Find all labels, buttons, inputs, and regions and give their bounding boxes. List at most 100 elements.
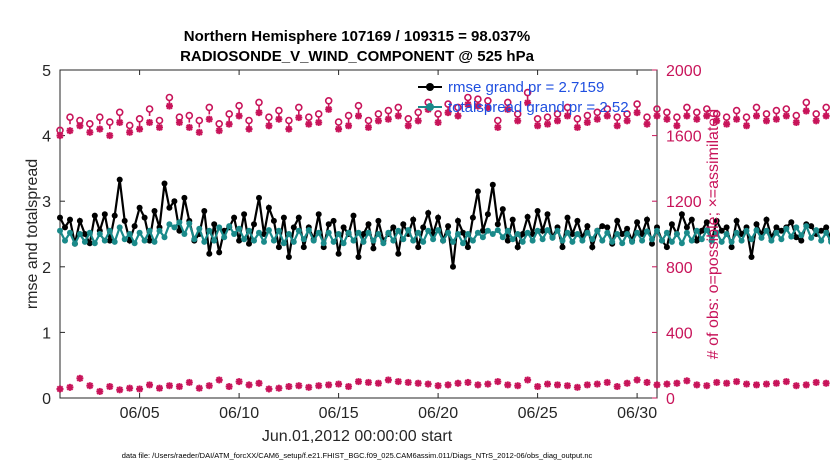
totalspread-point (773, 229, 780, 236)
totalspread-point (156, 227, 163, 234)
obs-assimilated-point (96, 125, 104, 133)
obs-assimilated-point (355, 112, 362, 120)
rmse-point (698, 227, 705, 234)
rmse-point (455, 217, 461, 224)
rmse-point (604, 224, 611, 231)
totalspread-point (688, 237, 695, 244)
obs-assimilated-point (215, 127, 223, 135)
x-tick-label: 06/25 (518, 405, 558, 422)
totalspread-point (171, 224, 178, 231)
obs-assimilated-point (733, 378, 741, 386)
rmse-point (599, 223, 606, 230)
totalspread-point (654, 227, 660, 234)
totalspread-point (460, 240, 466, 247)
totalspread-point (659, 237, 665, 244)
rmse-point (166, 204, 173, 211)
rmse-point (295, 214, 302, 221)
obs-assimilated-point (305, 383, 313, 391)
totalspread-point (474, 229, 481, 236)
obs-possible-point (523, 88, 532, 100)
totalspread-point (450, 238, 456, 245)
chart-title-line1: Northern Hemisphere 107169 / 109315 = 98… (184, 28, 530, 45)
totalspread-point (96, 231, 103, 237)
obs-assimilated-point (743, 122, 751, 130)
totalspread-point (813, 227, 820, 234)
obs-assimilated-point (534, 383, 542, 391)
obs-assimilated-point (812, 117, 820, 125)
obs-assimilated-point (514, 382, 522, 390)
obs-assimilated-point (126, 384, 134, 392)
totalspread-point (261, 238, 267, 245)
obs-assimilated-point (106, 383, 114, 391)
obs-assimilated-point (474, 381, 482, 389)
obs-assimilated-point (156, 123, 163, 131)
obs-possible-point (225, 110, 233, 121)
x-tick-label: 06/30 (617, 405, 657, 422)
rmse-point (788, 219, 795, 226)
totalspread-point (86, 229, 93, 236)
totalspread-point (808, 234, 815, 241)
rmse-point (420, 224, 427, 231)
obs-assimilated-point (185, 378, 193, 386)
obs-assimilated-point (454, 379, 462, 387)
rmse-point (101, 211, 108, 218)
totalspread-point (504, 227, 511, 234)
rmse-point (693, 237, 700, 244)
rmse-point (663, 244, 670, 251)
y-right-tick-label: 2000 (666, 63, 702, 80)
obs-assimilated-point (563, 382, 571, 390)
x-axis: 06/05 06/10 06/15 06/20 06/25 06/30 (120, 70, 657, 422)
totalspread-point (405, 227, 412, 234)
totalspread-point (350, 237, 357, 244)
rmse-point (290, 224, 297, 231)
rmse-point (504, 237, 511, 244)
chart-title-line2: RADIOSONDE_V_WIND_COMPONENT @ 525 hPa (180, 48, 535, 65)
totalspread-point (544, 227, 551, 234)
obs-assimilated-point (613, 122, 621, 130)
totalspread-point (76, 231, 83, 237)
obs-assimilated-point (464, 100, 472, 108)
totalspread-point (370, 237, 377, 244)
obs-possible-point (185, 111, 194, 123)
obs-possible-point (235, 101, 243, 113)
totalspread-point (599, 237, 606, 244)
obs-assimilated-point (554, 381, 561, 389)
rmse-point (539, 227, 546, 234)
obs-assimilated-point (86, 382, 94, 390)
totalspread-point (823, 229, 830, 236)
obs-assimilated-point (573, 123, 581, 131)
obs-possible-point (344, 111, 353, 123)
totalspread-point (196, 225, 203, 232)
obs-assimilated-point (792, 118, 800, 126)
rmse-point (206, 250, 213, 257)
obs-assimilated-point (335, 125, 343, 133)
rmse-point (365, 221, 372, 228)
y-right-tick-label: 800 (666, 260, 693, 277)
rmse-point (748, 254, 755, 260)
rmse-point (270, 217, 277, 224)
totalspread-point (161, 234, 168, 241)
totalspread-point (678, 240, 685, 247)
obs-assimilated-point (185, 123, 193, 131)
obs-assimilated-point (265, 122, 273, 130)
totalspread-point (345, 229, 352, 236)
totalspread-point (554, 227, 561, 234)
obs-possible-point (354, 101, 363, 113)
obs-assimilated-point (434, 118, 442, 126)
obs-assimilated-point (56, 385, 64, 393)
totalspread-point (305, 227, 312, 234)
legend: rmse grand pr = 2.7159 totalspread grand… (418, 79, 629, 116)
obs-assimilated-point (772, 115, 780, 123)
obs-assimilated-point (514, 117, 522, 125)
y-left-tick-label: 1 (42, 325, 51, 342)
totalspread-point (455, 231, 461, 237)
obs-possible-point (66, 113, 74, 125)
totalspread-point (91, 240, 98, 247)
obs-assimilated-point (325, 105, 333, 113)
totalspread-point (609, 238, 616, 245)
totalspread-point (798, 232, 805, 239)
totalspread-point (151, 238, 158, 245)
obs-assimilated-point (713, 117, 721, 125)
y-right-tick-label: 0 (666, 391, 675, 408)
rmse-point (400, 221, 407, 228)
